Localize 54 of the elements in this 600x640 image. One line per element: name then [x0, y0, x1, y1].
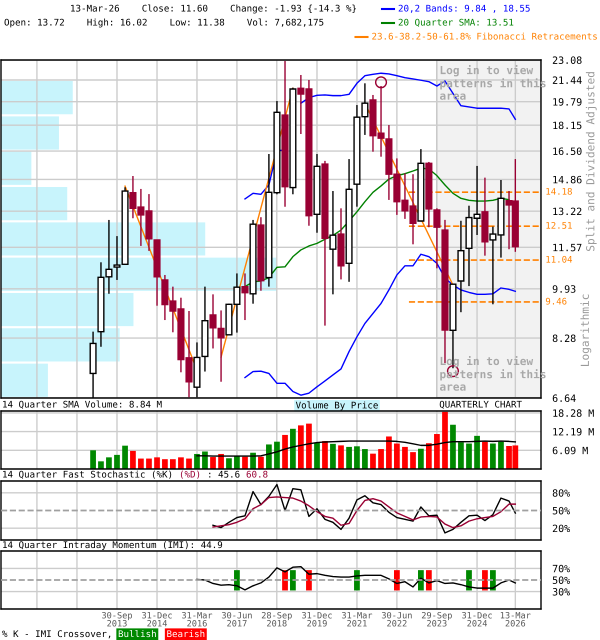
chart-title: 14 Quarter Intraday Momentum (IMI): 44.9: [3, 541, 222, 550]
text: Volume By Price: [296, 401, 378, 410]
y-tick-label: 20%: [552, 524, 570, 532]
y-tick-label: 23.08: [552, 56, 582, 64]
y-tick-label: 80%: [552, 489, 570, 497]
x-tick-label: 31-Mar 2016: [182, 612, 212, 627]
ref-line-label: 12.51: [546, 222, 572, 229]
legend-title: % K - IMI Crossover,: [2, 630, 110, 638]
text: 60.8: [246, 470, 268, 478]
text: Bullish: [118, 630, 156, 638]
x-tick-label: 31-Dec 2024: [462, 612, 492, 627]
text: Logarithmic: [580, 294, 592, 366]
legend-label: 23.6-38.2-50-61.8% Fibonacci Retracements: [372, 32, 597, 40]
y-axis-title: Split and Dividend Adjusted: [586, 72, 597, 251]
legend-label: 20,2 Bands: 9.84 , 18.55: [398, 4, 530, 13]
y-tick-label: 14.86: [553, 176, 582, 184]
x-tick-label: 31-Mar 2021: [342, 612, 372, 627]
x-tick-label: 30-Jun 2022: [382, 612, 412, 627]
x-tick-label: 31-Dec 2014: [142, 612, 172, 627]
ref-line-label: 9.46: [546, 298, 566, 305]
x-tick-label: 29-Sep 2023: [422, 612, 452, 627]
x-tick-label: 31-Dec 2019: [302, 612, 332, 627]
y-tick-label: 13.22: [553, 208, 582, 216]
y-tick-label: 6.09 M: [552, 446, 588, 454]
y-tick-label: 18.28 M: [553, 409, 594, 417]
chart-title: 14 Quarter SMA Volume: 8.84 M: [3, 400, 162, 409]
y-tick-label: 8.28: [552, 334, 576, 342]
y-tick-label: 6.64: [552, 394, 576, 402]
legend-label: 20 Quarter SMA: 13.51: [398, 18, 514, 27]
text: QUARTERLY CHART: [440, 400, 522, 409]
x-tick-label: 13-Mar 2026: [500, 612, 531, 627]
y-tick-label: 21.44: [552, 76, 582, 84]
y-tick-label: 19.79: [553, 98, 582, 106]
y-tick-label: 70%: [552, 564, 570, 572]
ref-line-label: 11.04: [546, 256, 572, 263]
text: Bearish: [167, 630, 204, 638]
y-tick-label: 50%: [552, 576, 570, 584]
ref-line-label: 14.18: [546, 188, 572, 195]
y-tick-label: 12.19 M: [553, 428, 594, 436]
y-tick-label: 11.57: [553, 244, 582, 252]
x-tick-label: 30-Sep 2013: [102, 612, 132, 627]
y-tick-label: 30%: [552, 588, 570, 596]
y-tick-label: 50%: [552, 506, 570, 514]
x-tick-label: 28-Sep 2018: [262, 612, 292, 627]
x-tick-label: 30-Jun 2017: [222, 612, 252, 627]
text: (%K): [152, 470, 172, 479]
chart-title: 13-Mar-26 Close: 11.60 Change: -1.93 {-14.3 %}: [71, 4, 356, 14]
y-tick-label: 9.93: [552, 285, 576, 293]
text: : 45.6: [209, 470, 240, 478]
y-tick-label: 18.15: [553, 122, 582, 130]
chart-subtitle: Open: 13.72 High: 16.02 Low: 11.38 Vol: 7,682,175: [4, 18, 324, 28]
chart-title: 14 Quarter Fast Stochastic: [3, 470, 145, 479]
text: (%D): [180, 470, 200, 479]
y-tick-label: 16.50: [553, 147, 582, 156]
